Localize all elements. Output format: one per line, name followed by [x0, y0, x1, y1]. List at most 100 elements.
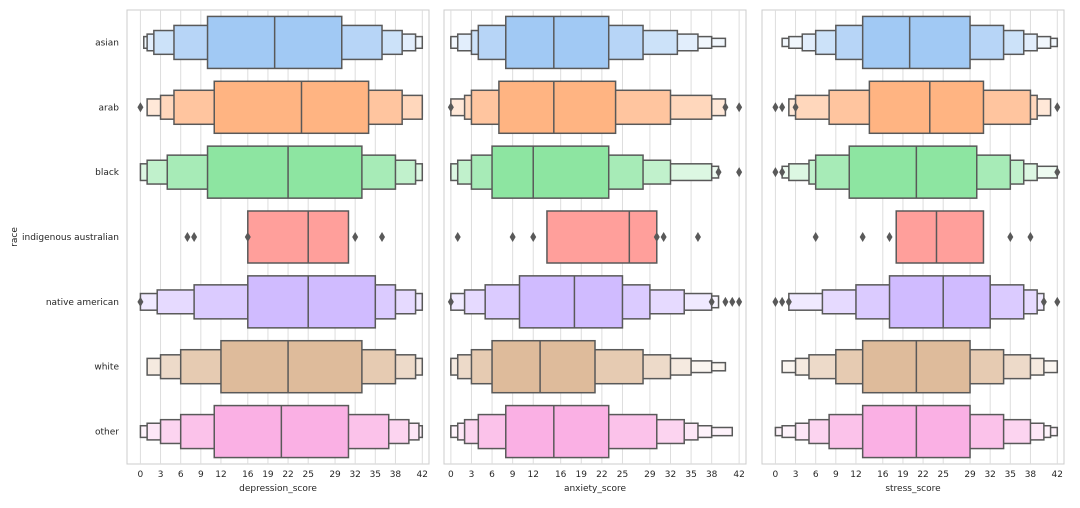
x-tick-label: 42 — [1052, 470, 1063, 480]
box-level — [498, 80, 617, 135]
series-white — [450, 339, 727, 394]
outlier-point — [447, 296, 454, 307]
x-tick-label: 16 — [877, 470, 889, 480]
x-tick-label: 25 — [617, 470, 628, 480]
box-level — [206, 145, 363, 199]
outlier-point — [812, 232, 819, 242]
x-tick-label: 38 — [390, 470, 402, 480]
outlier-point — [137, 102, 144, 113]
outlier-point — [244, 232, 251, 242]
outlier-point — [785, 296, 792, 307]
series-native-american — [447, 275, 743, 329]
outlier-point — [729, 296, 736, 307]
x-tick-label: 9 — [198, 470, 204, 480]
x-tick-label: 6 — [813, 470, 819, 480]
outlier-point — [1054, 167, 1061, 178]
box-level — [247, 275, 377, 329]
x-tick-label: 16 — [242, 470, 254, 480]
y-tick-label: native american — [46, 298, 119, 308]
outlier-point — [379, 232, 386, 242]
outlier-point — [1007, 232, 1014, 242]
x-tick-label: 6 — [178, 470, 184, 480]
y-tick-label: indigenous australian — [22, 233, 119, 243]
x-tick-label: 32 — [349, 470, 360, 480]
box-level — [491, 339, 596, 394]
outlier-point — [736, 296, 743, 307]
x-tick-label: 35 — [1005, 470, 1016, 480]
y-tick-label: white — [94, 363, 119, 373]
x-tick-label: 32 — [984, 470, 995, 480]
x-tick-label: 0 — [773, 470, 779, 480]
x-tick-label: 0 — [138, 470, 144, 480]
outlier-point — [447, 102, 454, 113]
outlier-point — [509, 232, 516, 242]
panel-2: 0 3 6 9 12 16 19 22 25 29 32 35 38 42 anxiety_score — [443, 9, 747, 494]
box-level — [518, 275, 624, 329]
x-tick-label: 38 — [706, 470, 718, 480]
series-arab — [137, 80, 424, 135]
box-level — [868, 80, 985, 135]
box-level — [505, 15, 610, 70]
x-tick-label: 19 — [262, 470, 274, 480]
x-tick-label: 29 — [644, 470, 656, 480]
series-arab — [772, 80, 1061, 135]
series-white — [146, 339, 424, 394]
outlier-point — [653, 232, 660, 242]
y-tick-label: black — [95, 168, 120, 178]
outlier-point — [694, 232, 701, 242]
x-tick-label: 32 — [665, 470, 676, 480]
series-indigenous-australian — [812, 210, 1034, 264]
outlier-point — [137, 296, 144, 307]
outlier-point — [454, 232, 461, 242]
series-native-american — [772, 275, 1061, 329]
series-arab — [447, 80, 743, 135]
x-tick-label: 25 — [937, 470, 948, 480]
x-tick-label: 3 — [793, 470, 799, 480]
outlier-point — [772, 167, 779, 178]
y-axis-label: race — [10, 227, 20, 247]
outlier-point — [191, 232, 198, 242]
series-indigenous-australian — [184, 210, 386, 264]
x-tick-label: 6 — [489, 470, 495, 480]
x-axis-label: anxiety_score — [564, 484, 627, 494]
outlier-point — [1054, 102, 1061, 113]
box-level — [220, 339, 363, 394]
x-tick-label: 12 — [215, 470, 226, 480]
series-asian — [781, 15, 1059, 70]
outlier-point — [779, 167, 786, 178]
series-asian — [450, 15, 727, 70]
outlier-point — [886, 232, 893, 242]
outlier-point — [1027, 232, 1034, 242]
box-level — [861, 15, 971, 70]
outlier-point — [184, 232, 191, 242]
x-tick-label: 38 — [1025, 470, 1037, 480]
y-tick-label: asian — [95, 38, 119, 48]
x-tick-label: 29 — [964, 470, 976, 480]
outlier-point — [779, 296, 786, 307]
series-indigenous-australian — [454, 210, 701, 264]
series-other — [774, 404, 1059, 459]
x-tick-label: 3 — [469, 470, 475, 480]
outlier-point — [772, 102, 779, 113]
outlier-point — [660, 232, 667, 242]
box-level — [848, 145, 978, 199]
series-other — [139, 404, 424, 459]
box-level — [505, 404, 610, 459]
box-level — [247, 210, 350, 264]
outlier-point — [779, 102, 786, 113]
outlier-point — [1054, 296, 1061, 307]
box-level — [491, 145, 610, 199]
x-tick-label: 3 — [158, 470, 164, 480]
outlier-point — [722, 296, 729, 307]
series-black — [139, 145, 424, 199]
y-tick-label: arab — [99, 103, 120, 113]
x-tick-label: 22 — [596, 470, 607, 480]
outlier-point — [715, 167, 722, 178]
outlier-point — [530, 232, 537, 242]
box-level — [213, 80, 370, 135]
x-tick-label: 0 — [448, 470, 454, 480]
series-white — [781, 339, 1059, 394]
x-tick-label: 35 — [370, 470, 381, 480]
